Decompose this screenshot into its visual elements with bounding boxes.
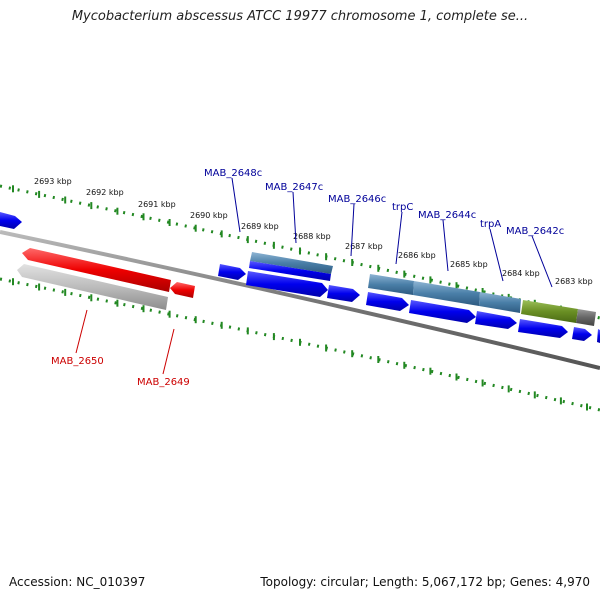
gene-label[interactable]: MAB_2650 [51, 356, 104, 367]
genome-summary: Topology: circular; Length: 5,067,172 bp… [260, 575, 590, 589]
tick-label: 2683 kbp [555, 277, 593, 286]
tick-label: 2691 kbp [138, 200, 176, 209]
gene-arrow-selected[interactable] [250, 252, 333, 274]
forward-gene-labels: MAB_2648c MAB_2647c MAB_2646c trpC MAB_2… [204, 168, 564, 288]
tick-label: 2685 kbp [450, 260, 488, 269]
leader-line [395, 211, 403, 265]
gene-arrow[interactable] [409, 300, 476, 323]
tick-label: 2689 kbp [241, 222, 279, 231]
leader-line [350, 203, 355, 257]
gene-arrow[interactable] [249, 261, 331, 281]
gene-arrow[interactable] [572, 327, 592, 341]
gene-label[interactable]: MAB_2648c [204, 168, 262, 179]
leader-line [75, 309, 88, 354]
leader-line [489, 228, 504, 282]
gene-arrow[interactable] [475, 311, 517, 329]
tick-label: 2687 kbp [345, 242, 383, 251]
gene-arrow[interactable] [170, 282, 195, 298]
gene-label[interactable]: MAB_2642c [506, 226, 564, 237]
gene-arrow[interactable] [597, 329, 600, 343]
gene-arrow[interactable] [246, 271, 328, 297]
tick-label: 2684 kbp [502, 269, 540, 278]
map-title: Mycobacterium abscessus ATCC 19977 chrom… [71, 9, 529, 24]
inner-major-ticks [12, 278, 588, 411]
gene-arrow-selected[interactable] [413, 281, 480, 306]
tick-labels: 2693 kbp 2692 kbp 2691 kbp 2690 kbp 2689… [34, 177, 593, 286]
gene-label[interactable]: trpA [480, 219, 501, 230]
leader-line [292, 191, 297, 244]
chromosome-backbone [0, 230, 600, 370]
gene-arrow[interactable] [366, 292, 409, 311]
leader-line [231, 177, 241, 233]
gene-arrow[interactable] [22, 248, 171, 292]
tick-label: 2692 kbp [86, 188, 124, 197]
leader-line [162, 328, 175, 375]
leader-line [442, 219, 449, 272]
leader-line [531, 235, 553, 288]
gene-label[interactable]: MAB_2644c [418, 210, 476, 221]
gene-arrow-selected[interactable] [17, 264, 168, 310]
gene-arrow[interactable] [576, 309, 596, 326]
accession-text: Accession: NC_010397 [9, 575, 146, 589]
gene-label[interactable]: trpC [392, 202, 413, 213]
forward-genes [0, 212, 600, 343]
tick-label: 2690 kbp [190, 211, 228, 220]
gene-arrow-selected[interactable] [368, 274, 414, 295]
reverse-genes [17, 248, 195, 310]
tick-label: 2686 kbp [398, 251, 436, 260]
gene-arrow[interactable] [518, 319, 568, 338]
gene-arrow-selected[interactable] [521, 300, 578, 323]
gene-label[interactable]: MAB_2649 [137, 377, 190, 388]
gene-arrow[interactable] [327, 285, 360, 302]
tick-label: 2693 kbp [34, 177, 72, 186]
gene-arrow-selected[interactable] [479, 292, 521, 313]
gene-label[interactable]: MAB_2647c [265, 182, 323, 193]
gene-arrow[interactable] [218, 264, 246, 280]
reverse-gene-labels: MAB_2650 MAB_2649 [51, 309, 190, 388]
gene-arrow[interactable] [0, 212, 22, 229]
tick-label: 2688 kbp [293, 232, 331, 241]
gene-label[interactable]: MAB_2646c [328, 194, 386, 205]
